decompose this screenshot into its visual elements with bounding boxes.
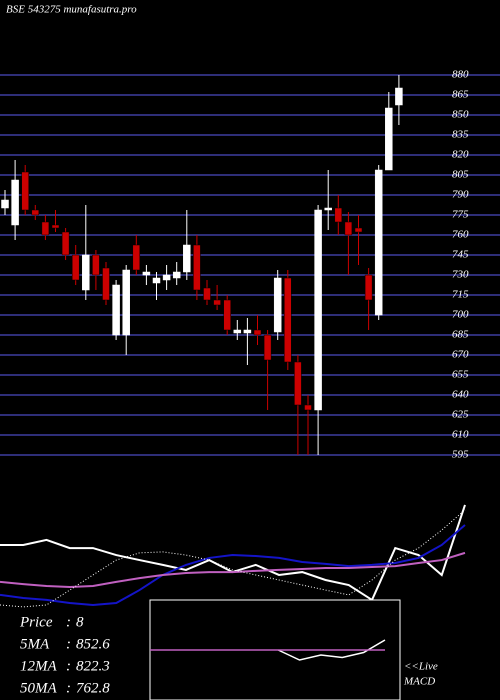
candle-body [61, 231, 70, 256]
info-label: 5MA [20, 636, 50, 652]
y-tick-label: 745 [452, 249, 469, 261]
y-tick-label: 880 [452, 69, 469, 81]
candle-body [284, 277, 292, 363]
candle-body [82, 254, 90, 291]
candle-body [11, 179, 19, 226]
y-tick-label: 670 [452, 349, 469, 361]
info-value: 822.3 [76, 658, 110, 674]
chart-title: BSE 543275 munafasutra.pro [6, 4, 137, 16]
candle-body [385, 107, 393, 171]
candle-body [334, 207, 343, 223]
y-tick-label: 640 [452, 389, 469, 401]
candle-body [92, 254, 100, 276]
candle-body [112, 284, 120, 336]
y-tick-label: 775 [452, 209, 469, 221]
info-value: 762.8 [76, 680, 110, 696]
candle-body [71, 254, 80, 281]
y-tick-label: 655 [452, 369, 469, 381]
candle-body [1, 199, 9, 209]
macd-label: <<Live [404, 661, 438, 673]
y-tick-label: 790 [452, 189, 469, 201]
info-label: 12MA [20, 658, 57, 674]
candle-body [213, 299, 221, 306]
y-tick-label: 700 [452, 309, 469, 321]
candle-body [304, 404, 312, 411]
macd-label: MACD [403, 676, 435, 688]
candle-body [51, 224, 60, 229]
candle-body [152, 277, 161, 284]
y-tick-label: 685 [452, 329, 469, 341]
candle-body [31, 209, 40, 216]
candle-body [364, 274, 373, 301]
candle-body [41, 221, 50, 236]
candle-body [294, 361, 302, 406]
y-tick-label: 850 [452, 109, 469, 121]
y-tick-label: 835 [452, 129, 469, 141]
candle-body [21, 171, 29, 211]
candle-body [142, 271, 151, 276]
info-separator: : [66, 636, 71, 652]
candle-body [263, 334, 272, 361]
candle-body [183, 244, 191, 273]
candle-body [273, 277, 282, 333]
y-tick-label: 730 [452, 269, 469, 281]
info-label: Price [19, 614, 53, 630]
y-tick-label: 625 [452, 409, 469, 421]
info-label: 50MA [20, 680, 57, 696]
candle-body [314, 209, 322, 411]
candle-body [172, 271, 181, 279]
info-value: 852.6 [76, 636, 110, 652]
info-separator: : [66, 614, 71, 630]
candle-body [395, 87, 403, 106]
y-tick-label: 715 [452, 289, 469, 301]
indicator-line [0, 504, 466, 602]
candle-body [203, 287, 211, 301]
indicator-line [0, 524, 466, 606]
candle-body [122, 269, 130, 336]
candle-body [374, 169, 383, 316]
candle-body [233, 329, 242, 334]
y-tick-label: 865 [452, 89, 469, 101]
candle-body [223, 299, 231, 331]
indicator-line [0, 509, 466, 608]
indicator-line [0, 551, 466, 588]
candle-body [132, 244, 141, 271]
info-separator: : [66, 658, 71, 674]
y-tick-label: 820 [452, 149, 469, 161]
candle-body [102, 267, 110, 301]
candle-body [324, 207, 332, 211]
candle-body [253, 329, 262, 336]
y-tick-label: 805 [452, 169, 469, 181]
candle-body [344, 221, 353, 236]
y-tick-label: 610 [452, 429, 469, 441]
y-tick-label: 760 [452, 229, 469, 241]
y-tick-label: 595 [452, 449, 469, 461]
candle-body [193, 244, 201, 291]
candle-body [354, 227, 363, 233]
info-separator: : [66, 680, 71, 696]
candle-body [162, 274, 171, 281]
info-value: 8 [76, 614, 84, 630]
candle-body [243, 329, 252, 334]
